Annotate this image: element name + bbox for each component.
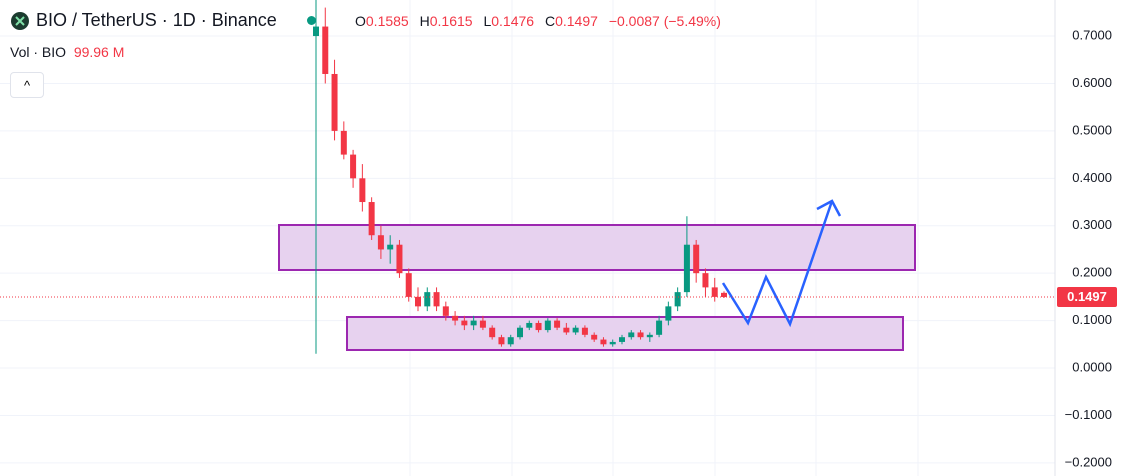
y-tick-label: 0.4000 <box>1072 170 1112 185</box>
candle-body <box>702 273 709 288</box>
y-tick-label: 0.7000 <box>1072 27 1112 42</box>
candle-body <box>405 273 412 297</box>
candle-body <box>544 320 551 331</box>
status-dot <box>306 16 316 25</box>
arrow-head <box>816 199 842 217</box>
candle-body <box>665 306 672 321</box>
candle-body <box>415 296 421 307</box>
candle-body <box>433 292 440 307</box>
candle-body <box>452 315 459 321</box>
candle-body <box>656 320 663 335</box>
candle-body <box>637 332 644 338</box>
volume-label: Vol · BIO <box>10 44 67 60</box>
candle-body <box>368 202 375 236</box>
c-label: C <box>544 13 556 29</box>
candle-body <box>609 341 616 345</box>
close-value: 0.1497 <box>555 13 598 29</box>
y-tick-label: 0.5000 <box>1072 122 1112 137</box>
y-tick-label: −0.1000 <box>1065 407 1112 422</box>
y-tick-label: 0.2000 <box>1072 265 1112 280</box>
candle-body <box>396 244 403 274</box>
candle-body <box>470 320 477 326</box>
change-value: −0.0087 (−5.49%) <box>608 13 721 29</box>
candle-body <box>377 235 384 250</box>
candle-body <box>721 292 727 298</box>
last-price-tag: 0.1497 <box>1057 287 1117 308</box>
candle-body <box>628 332 635 338</box>
y-tick-label: 0.6000 <box>1072 75 1112 90</box>
l-label: L <box>483 13 492 29</box>
candle-body <box>581 327 588 335</box>
ohlc-legend: O0.1585 H0.1615 L0.1476 C0.1497 −0.0087 … <box>355 13 728 29</box>
candle-body <box>646 334 653 338</box>
volume-legend: Vol · BIO 99.96 M <box>10 44 124 60</box>
candle-body <box>350 154 357 179</box>
projection-path <box>721 200 834 328</box>
candle-body <box>619 337 625 342</box>
collapse-button[interactable]: ^ <box>10 72 44 98</box>
candle-body <box>526 322 533 328</box>
candle-body <box>507 337 514 345</box>
support-zone <box>346 316 904 351</box>
candle-body <box>322 26 329 74</box>
candle-body <box>340 130 347 155</box>
candle-body <box>359 178 366 203</box>
low-value: 0.1476 <box>491 13 535 29</box>
o-label: O <box>355 13 366 29</box>
candle-body <box>517 327 523 338</box>
candle-body <box>535 322 542 331</box>
symbol-title: BIO / TetherUS · 1D · Binance <box>36 10 277 30</box>
y-tick-label: 0.0000 <box>1072 359 1112 374</box>
open-value: 0.1585 <box>365 13 409 29</box>
candle-body <box>591 334 598 340</box>
candle-body <box>600 339 607 345</box>
h-label: H <box>419 13 430 29</box>
candle-body <box>424 292 431 307</box>
candle-body <box>313 26 319 37</box>
candle-body <box>479 320 486 328</box>
y-tick-label: 0.1000 <box>1072 312 1112 327</box>
candle-body <box>442 306 449 316</box>
candle-body <box>498 337 505 345</box>
candle-body <box>387 244 394 250</box>
y-tick-label: −0.2000 <box>1065 454 1112 469</box>
candle-body <box>331 73 338 131</box>
candle-body <box>572 327 579 333</box>
candle-body <box>489 327 496 338</box>
candle-body <box>461 320 468 326</box>
resistance-zone <box>278 224 916 271</box>
candle-body <box>711 287 718 297</box>
candle-body <box>563 327 570 333</box>
candle-body <box>693 244 700 274</box>
candle-body <box>683 244 690 293</box>
symbol-icon <box>11 11 29 30</box>
volume-value: 99.96 M <box>73 44 125 60</box>
candle-body <box>674 292 681 307</box>
high-value: 0.1615 <box>429 13 473 29</box>
y-tick-label: 0.3000 <box>1072 217 1112 232</box>
symbol-header: BIO / TetherUS · 1D · Binance <box>10 10 316 31</box>
candle-body <box>554 320 561 328</box>
